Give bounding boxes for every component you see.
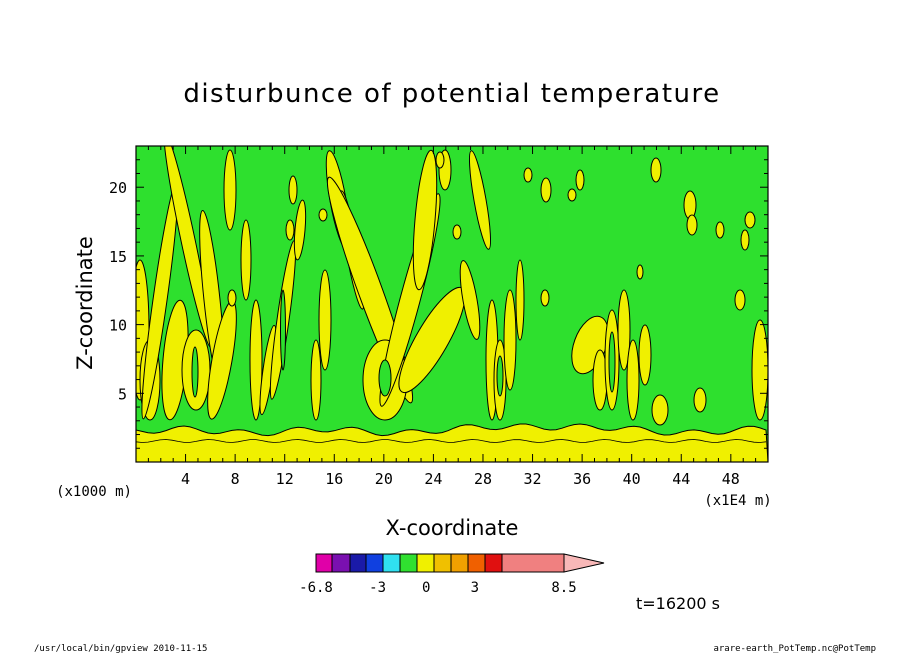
- x-tick-label: 48: [722, 470, 740, 488]
- colorbar-bin: [484, 553, 503, 573]
- time-label: t=16200 s: [636, 594, 720, 613]
- plume-region: [540, 177, 552, 203]
- plume-region: [459, 260, 481, 340]
- plume-region: [540, 289, 550, 307]
- colorbar-bin: [382, 553, 401, 573]
- chart-title: disturbunce of potential temperature: [183, 79, 720, 109]
- contour-field: [136, 146, 768, 462]
- colorbar-tick-label: 0: [422, 580, 430, 596]
- surface-layer: [136, 423, 768, 462]
- contour-hole: [280, 289, 286, 371]
- x-tick-label: 36: [573, 470, 591, 488]
- plume-region: [638, 324, 652, 386]
- contour-hole: [608, 331, 616, 393]
- plume-region: [318, 269, 332, 371]
- x-tick-label: 44: [672, 470, 690, 488]
- x-tick-label: 4: [181, 470, 190, 488]
- colorbar-tick-label: 3: [471, 580, 479, 596]
- x-tick-label: 24: [424, 470, 442, 488]
- plume-region: [227, 289, 237, 307]
- x-tick-label: 40: [623, 470, 641, 488]
- y-tick-label: 10: [109, 317, 127, 335]
- colorbar-bin: [365, 553, 384, 573]
- x-unit-left: (x1000 m): [56, 484, 132, 500]
- plume-region: [575, 169, 585, 191]
- footer-right: arare-earth_PotTemp.nc@PotTemp: [713, 644, 876, 654]
- x-tick-label: 20: [375, 470, 393, 488]
- plume-region: [223, 149, 237, 231]
- plume-region: [650, 157, 662, 183]
- plume-region: [249, 299, 263, 421]
- footer-left: /usr/local/bin/gpview 2010-11-15: [34, 644, 207, 654]
- colorbar-bin: [433, 553, 452, 573]
- plot-frame: [135, 145, 769, 463]
- plume-region: [310, 339, 322, 421]
- colorbar-tick-label: -3: [369, 580, 386, 596]
- colorbar-bin: [501, 553, 565, 573]
- x-unit-right: (x1E4 m): [704, 493, 771, 509]
- x-tick-label: 32: [524, 470, 542, 488]
- y-axis: 5 10 15 20: [109, 159, 768, 449]
- plume-region: [503, 289, 517, 391]
- colorbar-bin: [315, 553, 333, 573]
- colorbar-tick-label: 8.5: [551, 580, 576, 596]
- contour-hole: [496, 355, 504, 397]
- plume-region: [693, 387, 707, 413]
- y-axis-label: Z-coordinate: [73, 236, 97, 370]
- colorbar-tick-label: -6.8: [299, 580, 333, 596]
- colorbar-ticks: -6.8 -3 0 3 8.5: [299, 580, 577, 596]
- colorbar-bin: [399, 553, 418, 573]
- colorbar-bin: [450, 553, 469, 573]
- contour-hole: [378, 359, 392, 397]
- plume-region: [740, 229, 750, 251]
- colorbar-extend-arrow: [563, 553, 605, 573]
- plume-region: [734, 289, 746, 311]
- x-tick-label: 8: [231, 470, 240, 488]
- x-axis-label: X-coordinate: [386, 516, 519, 540]
- colorbar: [315, 553, 605, 573]
- plot-area: [135, 145, 769, 463]
- plume-region: [715, 221, 725, 239]
- plume-region: [435, 151, 445, 169]
- colorbar-bin: [467, 553, 486, 573]
- contour-hole: [191, 346, 199, 398]
- plume-region: [686, 214, 698, 236]
- plume-region: [744, 211, 756, 229]
- plume-region: [626, 339, 640, 421]
- colorbar-bin: [416, 553, 435, 573]
- plume-region: [523, 167, 533, 183]
- colorbar-bin: [331, 553, 351, 573]
- surface-contour: [136, 439, 767, 443]
- plume-region: [412, 149, 438, 291]
- plume-region: [683, 190, 697, 220]
- y-tick-label: 20: [109, 179, 127, 197]
- plume-region: [617, 289, 631, 371]
- x-tick-label: 28: [474, 470, 492, 488]
- plume-region: [567, 188, 577, 202]
- plume-region: [636, 264, 644, 280]
- plume-region: [240, 219, 252, 301]
- x-axis: 4 8 12 16 20 24 28 32 36 40 44 48: [147, 146, 757, 488]
- plume-region: [318, 208, 328, 222]
- plume-region: [288, 175, 298, 205]
- y-tick-label: 5: [118, 385, 127, 403]
- plume-region: [468, 150, 492, 250]
- plume-region: [285, 219, 295, 241]
- plume-region: [515, 259, 525, 341]
- plume-region: [751, 319, 768, 421]
- colorbar-bin: [349, 553, 367, 573]
- plume-region: [293, 199, 307, 261]
- y-tick-label: 15: [109, 248, 127, 266]
- plume-region: [452, 224, 462, 240]
- plume-region: [651, 394, 669, 426]
- x-tick-label: 16: [325, 470, 343, 488]
- x-tick-label: 12: [276, 470, 294, 488]
